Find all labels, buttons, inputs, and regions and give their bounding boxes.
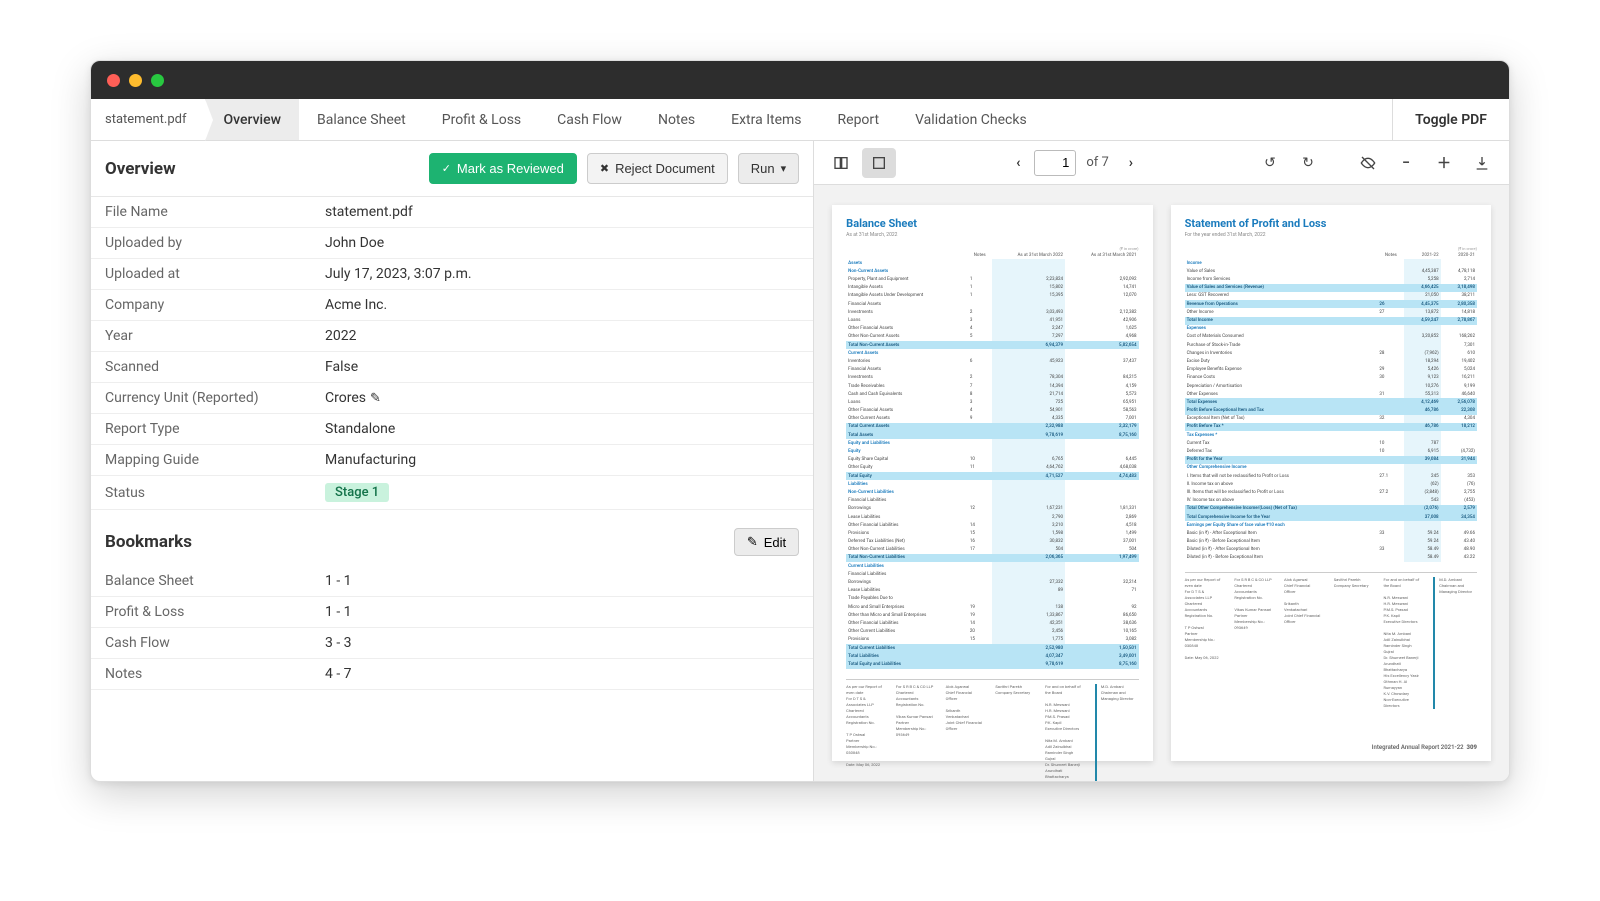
edit-bookmarks-button[interactable]: ✎ Edit [734, 528, 799, 556]
overview-row: Uploaded byJohn Doe [91, 228, 813, 259]
bookmarks-header: Bookmarks ✎ Edit [91, 510, 813, 566]
tabs-row: statement.pdf OverviewBalance SheetProfi… [91, 99, 1509, 141]
zoom-out-icon[interactable]: − [1389, 148, 1423, 178]
status-badge: Stage 1 [325, 483, 389, 502]
page-input[interactable] [1034, 150, 1076, 176]
next-page-button[interactable]: › [1119, 151, 1143, 175]
run-button[interactable]: Run ▾ [738, 153, 799, 184]
hide-icon[interactable] [1351, 148, 1385, 178]
tab-notes[interactable]: Notes [640, 99, 713, 140]
toggle-pdf-button[interactable]: Toggle PDF [1392, 99, 1509, 140]
reject-button[interactable]: ✖ Reject Document [587, 153, 728, 184]
overview-table: File Namestatement.pdfUploaded byJohn Do… [91, 197, 813, 510]
overview-row: Currency Unit (Reported)Crores✎ [91, 383, 813, 414]
tab-profit-loss[interactable]: Profit & Loss [424, 99, 539, 140]
bookmarks-table: Balance Sheet1 - 1Profit & Loss1 - 1Cash… [91, 566, 813, 690]
prev-page-button[interactable]: ‹ [1006, 151, 1030, 175]
overview-title: Overview [105, 159, 176, 179]
tab-extra-items[interactable]: Extra Items [713, 99, 819, 140]
filename-text: statement.pdf [105, 112, 187, 127]
fit-page-icon[interactable] [862, 148, 896, 178]
titlebar [91, 61, 1509, 99]
pdf-view: Balance SheetAs at 31st March, 2022(₹ in… [814, 185, 1509, 781]
download-icon[interactable] [1465, 148, 1499, 178]
overview-row: StatusStage 1 [91, 476, 813, 510]
filename-chip: statement.pdf [91, 99, 206, 140]
chevron-down-icon: ▾ [781, 162, 787, 175]
overview-row: Year2022 [91, 321, 813, 352]
tab-balance-sheet[interactable]: Balance Sheet [299, 99, 424, 140]
bookmark-row: Cash Flow3 - 3 [91, 628, 813, 659]
overview-header: Overview ✓ Mark as Reviewed ✖ Reject Doc… [91, 141, 813, 197]
overview-row: Uploaded atJuly 17, 2023, 3:07 p.m. [91, 259, 813, 290]
app-window: statement.pdf OverviewBalance SheetProfi… [90, 60, 1510, 782]
bookmark-row: Balance Sheet1 - 1 [91, 566, 813, 597]
window-min-dot[interactable] [129, 74, 142, 87]
pdf-page: Statement of Profit and LossFor the year… [1171, 205, 1491, 761]
bookmarks-title: Bookmarks [105, 532, 192, 552]
bookmark-row: Notes4 - 7 [91, 659, 813, 690]
overview-row: ScannedFalse [91, 352, 813, 383]
pdf-page: Balance SheetAs at 31st March, 2022(₹ in… [832, 205, 1152, 761]
undo-icon[interactable]: ↺ [1253, 148, 1287, 178]
left-panel: Overview ✓ Mark as Reviewed ✖ Reject Doc… [91, 141, 814, 781]
check-icon: ✓ [442, 162, 451, 175]
overview-row: CompanyAcme Inc. [91, 290, 813, 321]
overview-row: Mapping GuideManufacturing [91, 445, 813, 476]
mark-reviewed-button[interactable]: ✓ Mark as Reviewed [429, 153, 577, 184]
overview-row: Report TypeStandalone [91, 414, 813, 445]
tab-report[interactable]: Report [820, 99, 898, 140]
pdf-toolbar: ‹ of 7 › ↺ ↻ − ＋ [814, 141, 1509, 185]
tab-overview[interactable]: Overview [206, 99, 299, 140]
right-panel: ‹ of 7 › ↺ ↻ − ＋ Balance SheetAs at 31st… [814, 141, 1509, 781]
bookmark-row: Profit & Loss1 - 1 [91, 597, 813, 628]
x-circle-icon: ✖ [600, 162, 609, 175]
redo-icon[interactable]: ↻ [1291, 148, 1325, 178]
page-of-label: of 7 [1086, 155, 1108, 170]
window-max-dot[interactable] [151, 74, 164, 87]
two-page-icon[interactable] [824, 148, 858, 178]
tab-cash-flow[interactable]: Cash Flow [539, 99, 640, 140]
edit-currency-icon[interactable]: ✎ [370, 391, 381, 406]
tab-validation-checks[interactable]: Validation Checks [897, 99, 1045, 140]
pencil-icon: ✎ [747, 534, 758, 550]
overview-row: File Namestatement.pdf [91, 197, 813, 228]
window-close-dot[interactable] [107, 74, 120, 87]
zoom-in-icon[interactable]: ＋ [1427, 148, 1461, 178]
